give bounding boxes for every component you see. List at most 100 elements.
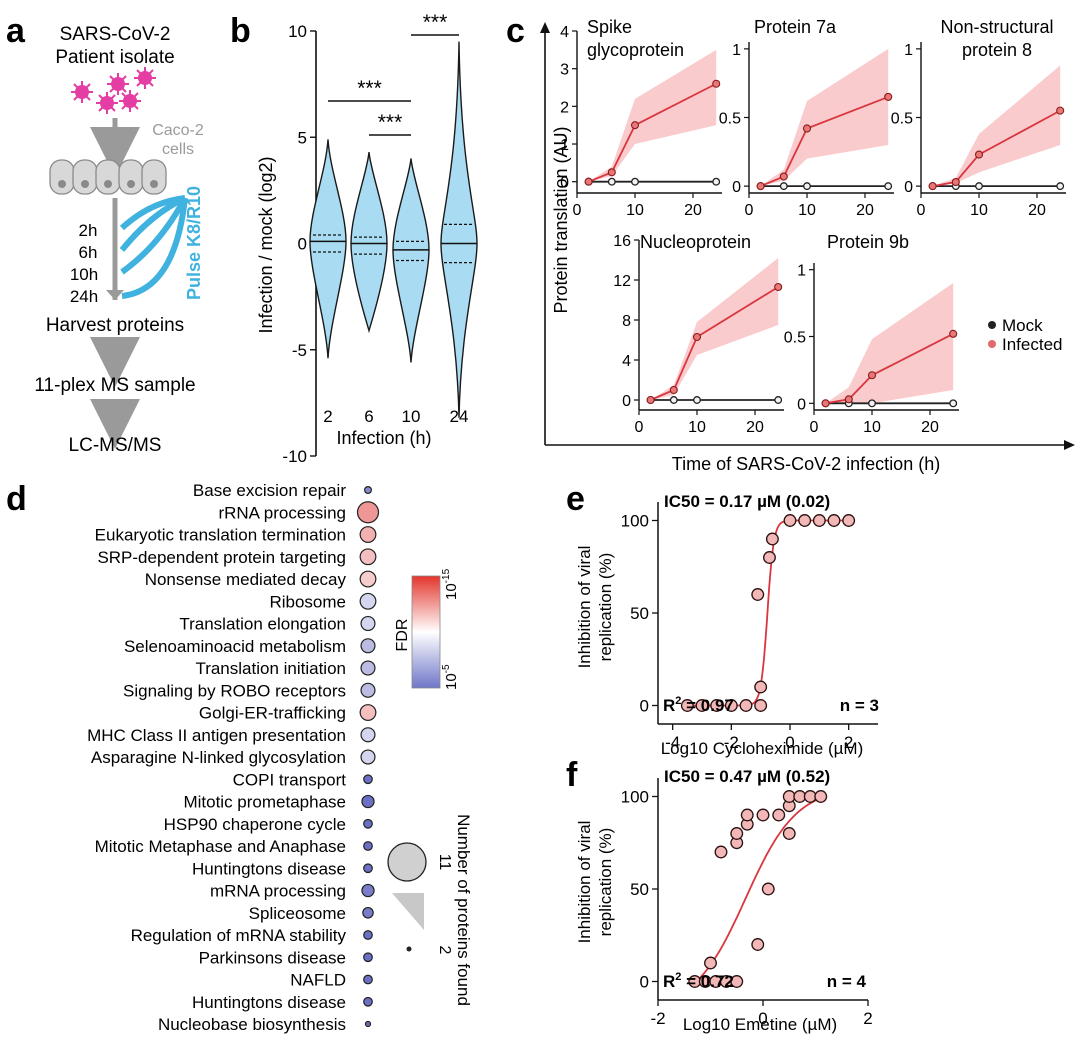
f-fit-curve [694,797,822,984]
b-ylabel: Infection / mock (log2) [256,156,276,333]
y-tick-label: 12 [613,273,631,290]
data-point [783,514,797,527]
infected-point [607,168,616,177]
b-y-tick-label: -10 [282,447,307,466]
panel-f: f Inhibition of viral replication (%) Lo… [566,756,873,1034]
data-point [740,808,754,822]
e-ylabel-1: Inhibition of viral [575,546,594,669]
f-r2-exp: 2 [675,971,681,983]
pathway-label: mRNA processing [210,882,346,901]
pathway-bubble [359,704,377,721]
pathway-bubble [360,660,376,676]
pathway-bubble [356,501,380,524]
data-point [730,975,744,988]
y-tick-label: 0.5 [891,111,913,128]
pathway-label: Nonsense mediated decay [145,570,347,589]
pathway-label: Mitotic Metaphase and Anaphase [95,837,346,856]
fdr-gradient [411,575,441,689]
panel-b: b Infection / mock (log2) Infection (h) … [230,11,478,466]
size-label: Number of proteins found [454,814,473,1006]
panel-a-letter: a [6,12,26,50]
infected-point [646,395,655,405]
fdr-low-exp: -5 [441,664,452,673]
x-tick-label: -2 [724,733,739,752]
e-fit-curve [687,519,849,707]
c-big-y-arrow [540,22,550,33]
pathway-bubble [360,615,376,632]
infected-point [756,182,765,191]
pathway-bubble [361,794,375,809]
mock-point [607,177,616,186]
significance-stars: *** [357,77,382,100]
panel-e-letter: e [566,480,585,518]
b-y-tick-label: 10 [288,22,307,41]
legend-mock: Mock [1002,316,1043,335]
f-ylabel-2: replication (%) [596,828,615,937]
x-tick-label: 20 [1028,202,1046,219]
subplot-title: Spike [587,17,632,37]
y-tick-label: 0.5 [719,111,741,128]
y-tick-label: 0 [904,179,913,196]
pathway-label: Asparagine N-linked glycosylation [91,748,346,767]
pathway-label: Huntingtons disease [192,859,346,878]
infected-point [584,177,593,186]
infected-ci-band [760,48,889,187]
violin-6 [350,152,388,334]
violin-2 [309,139,347,359]
pathway-bubble [363,774,373,785]
x-tick-label: 20 [856,202,874,219]
pathway-bubble [363,996,373,1007]
infected-point [884,92,893,101]
size-legend: 11 2 Number of proteins found [387,814,473,1006]
infected-point [844,395,853,404]
legend-infected: Infected [1002,335,1063,354]
pathway-label: Selenoaminoacid metabolism [124,637,346,656]
y-tick-label: 1 [732,42,741,59]
pathway-label: Signaling by ROBO receptors [123,681,346,700]
size-legend-wedge [392,893,424,930]
size-legend-large [387,842,427,882]
e-ylabel-2: replication (%) [596,553,615,662]
pathway-bubble [361,883,375,898]
data-point [763,551,776,564]
x-tick-label: 0 [810,419,819,436]
y-tick-label: 4 [622,353,631,370]
y-tick-label: 0 [797,396,806,413]
b-xlabel: Infection (h) [336,428,431,448]
infected-point [630,121,640,130]
significance-stars: *** [423,11,448,34]
subplot-title: Non-structural [940,17,1053,37]
e-r2-value: = 0.97 [681,696,733,715]
y-tick-label: 1 [560,137,569,154]
pathway-bubble [359,526,377,543]
pathway-label: Base excision repair [193,481,346,500]
data-point [754,680,768,694]
pathway-label: COPI transport [233,770,347,789]
panel-c: c Protein translation (AU) Time of SARS-… [506,12,1075,474]
size-max: 11 [436,854,453,871]
x-tick-label: 20 [684,202,702,219]
pathway-label: SRP-dependent protein targeting [97,548,346,567]
infected-point [692,332,702,342]
pathway-bubble [360,727,376,743]
fdr-colorbar: FDR 10-15 10-5 [394,568,460,690]
pathway-bubble [362,906,374,919]
e-n: n = 3 [840,696,879,715]
pathway-label: Parkinsons disease [199,948,346,967]
infected-point [669,385,678,395]
data-point [730,827,744,840]
pathway-label: HSP90 chaperone cycle [164,815,346,834]
cells-label-1: Caco-2 [152,122,204,139]
violin-24 [440,41,478,418]
b-x-tick-label: 24 [450,407,469,426]
pathway-bubble [359,548,377,566]
data-point [842,514,856,527]
pathway-bubble [363,863,373,874]
c-legend: Mock Infected [988,316,1063,354]
c-xlabel: Time of SARS-CoV-2 infection (h) [672,454,940,474]
x-tick-label: 0 [785,733,794,752]
data-point [751,938,765,951]
